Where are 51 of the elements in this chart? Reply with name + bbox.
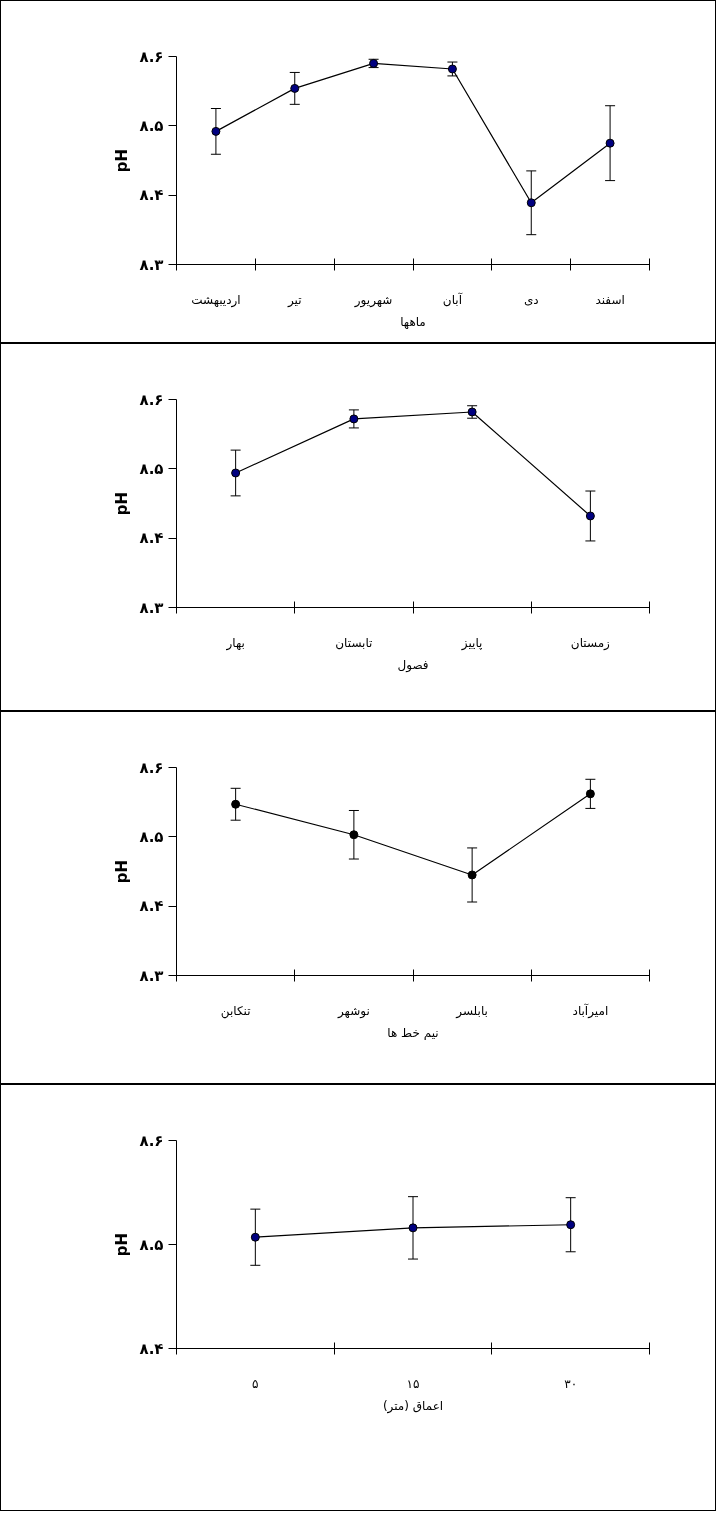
y-tick-label: ۸.۶ [139, 47, 164, 66]
y-tick-label: ۸.۴ [139, 897, 164, 916]
x-tick-label: پاییز [460, 635, 483, 651]
y-tick-label: ۸.۵ [139, 1235, 164, 1254]
x-tick-label: دی [523, 292, 539, 307]
y-axis-title: pH [113, 859, 132, 884]
x-tick-label: بهار [225, 635, 245, 651]
y-tick-label: ۸.۵ [139, 827, 164, 846]
y-tick-label: ۸.۶ [139, 758, 164, 777]
point [585, 789, 595, 799]
x-tick-label: آبان [442, 291, 463, 307]
y-tick-label: ۸.۴ [139, 529, 164, 548]
y-tick-label: ۸.۳ [139, 255, 164, 274]
point [526, 198, 536, 208]
x-axis-title: فصول [397, 657, 429, 673]
point [349, 414, 359, 424]
x-tick-label: تابستان [335, 635, 373, 650]
x-tick-label: ۳۰ [564, 1376, 578, 1391]
y-tick-label: ۸.۶ [139, 390, 164, 409]
point [585, 511, 595, 521]
x-tick-label: ۵ [252, 1376, 259, 1391]
x-tick-label: اسفند [595, 292, 625, 307]
x-axis-title: اعماق (متر) [382, 1398, 444, 1414]
x-tick-label: شهریور [353, 292, 393, 308]
x-tick-label: تنکابن [220, 1003, 251, 1019]
x-axis-title: ماهها [400, 314, 426, 329]
point [231, 468, 241, 478]
point [290, 83, 300, 93]
y-axis-title: pH [113, 491, 132, 516]
y-tick-label: ۸.۴ [139, 186, 164, 205]
y-axis-title: pH [113, 1232, 132, 1257]
y-tick-label: ۸.۶ [139, 1131, 164, 1150]
point [211, 126, 221, 136]
x-tick-label: امیرآباد [572, 1002, 609, 1019]
point [605, 138, 615, 148]
x-tick-label: نوشهر [337, 1003, 370, 1019]
x-tick-label: اردیبهشت [191, 292, 241, 308]
point [467, 870, 477, 880]
y-tick-label: ۸.۳ [139, 966, 164, 985]
x-axis-title: نیم خط ها [387, 1025, 439, 1040]
y-tick-label: ۸.۴ [139, 1339, 164, 1358]
y-tick-label: ۸.۵ [139, 116, 164, 135]
y-tick-label: ۸.۵ [139, 459, 164, 478]
x-tick-label: بابلسر [455, 1003, 488, 1019]
y-axis-title: pH [113, 148, 132, 173]
point [349, 830, 359, 840]
y-tick-label: ۸.۳ [139, 598, 164, 617]
point [231, 799, 241, 809]
x-tick-label: ۱۵ [406, 1376, 420, 1391]
x-tick-label: زمستان [570, 635, 611, 651]
x-tick-label: تیر [286, 292, 302, 308]
